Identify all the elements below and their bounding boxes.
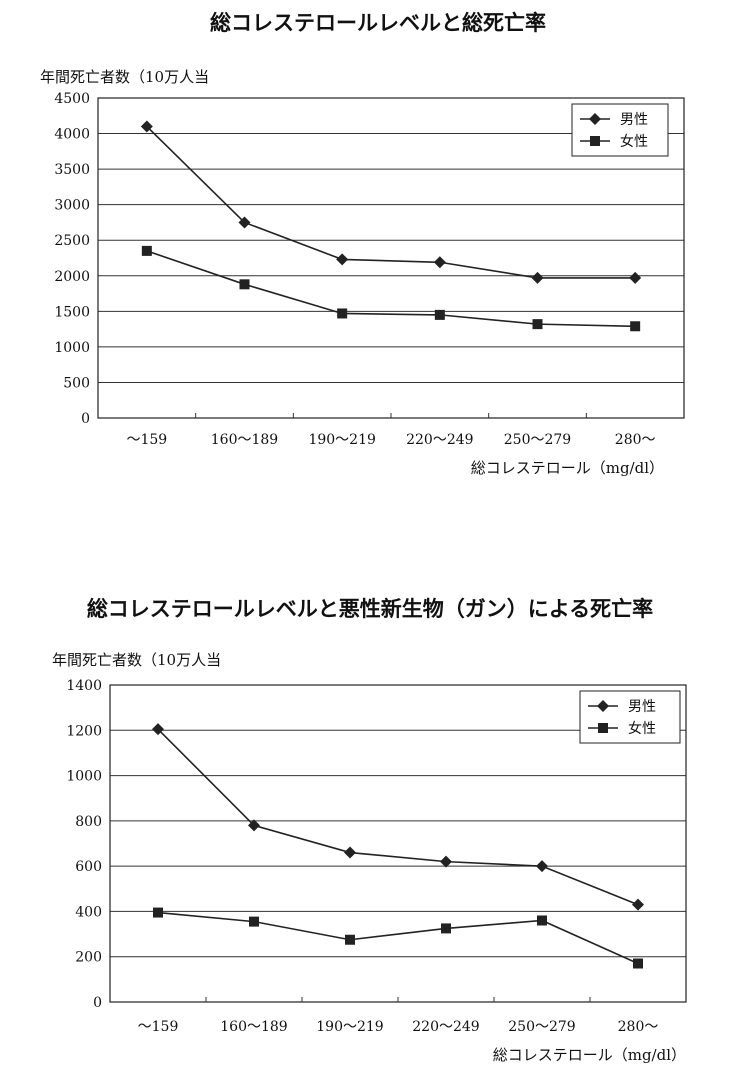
y-tick-label: 4000	[54, 127, 90, 143]
chart-title: 総コレステロールレベルと総死亡率	[210, 11, 546, 35]
data-point	[141, 245, 152, 256]
x-tick-label: 160～189	[211, 432, 278, 448]
y-tick-label: 2500	[54, 233, 90, 249]
legend-label: 女性	[628, 720, 656, 737]
legend-label: 女性	[620, 133, 648, 150]
data-point	[633, 958, 643, 969]
legend-marker	[590, 136, 600, 146]
legend-label: 男性	[620, 112, 648, 128]
x-tick-label: 190～219	[316, 1019, 383, 1035]
data-point	[153, 907, 163, 918]
y-tick-label: 500	[63, 375, 90, 391]
x-tick-label: ～159	[126, 432, 167, 448]
y-tick-label: 1000	[66, 769, 102, 785]
data-point	[433, 256, 446, 269]
x-tick-label: 280～	[618, 1019, 659, 1035]
y-tick-label: 200	[75, 950, 102, 966]
y-tick-label: 1200	[66, 723, 102, 739]
data-point	[140, 120, 153, 133]
data-point	[336, 253, 349, 266]
y-axis-label: 年間死亡者数（10万人当	[40, 68, 209, 86]
series-male	[140, 120, 642, 284]
x-tick-label: 220～249	[412, 1019, 479, 1035]
data-point	[248, 819, 260, 832]
y-tick-label: 3500	[54, 162, 90, 178]
legend-marker	[589, 113, 601, 125]
legend-label: 男性	[628, 699, 656, 715]
series-line	[146, 250, 636, 328]
data-point	[239, 279, 250, 290]
legend-box	[579, 690, 681, 744]
series-male	[152, 723, 644, 911]
legend-marker	[598, 723, 608, 733]
data-point	[632, 898, 644, 911]
series-line	[157, 728, 639, 906]
chart-title: 総コレステロールレベルと悪性新生物（ガン）による死亡率	[87, 597, 653, 621]
x-tick-label: 250～279	[508, 1019, 575, 1035]
data-point	[532, 319, 543, 330]
data-point	[249, 916, 259, 927]
data-point	[629, 271, 642, 284]
y-tick-label: 800	[75, 814, 102, 830]
x-tick-label: 280～	[615, 432, 656, 448]
data-point	[536, 860, 548, 873]
y-tick-label: 0	[81, 411, 90, 427]
y-tick-label: 0	[93, 995, 102, 1011]
legend-box	[571, 103, 669, 157]
data-point	[345, 934, 355, 945]
data-point	[441, 923, 451, 934]
y-tick-label: 400	[75, 904, 102, 920]
series-line	[146, 125, 636, 279]
x-axis-label: 総コレステロール（mg/dl）	[471, 459, 664, 477]
x-tick-label: 160～189	[220, 1019, 287, 1035]
y-tick-label: 600	[75, 859, 102, 875]
series-line	[157, 911, 639, 965]
x-tick-label: 220～249	[406, 432, 473, 448]
y-tick-label: 1400	[66, 678, 102, 694]
y-tick-label: 3000	[54, 198, 90, 214]
y-tick-label: 1000	[54, 340, 90, 356]
series-female	[153, 907, 643, 969]
data-point	[537, 915, 547, 926]
data-point	[440, 855, 452, 868]
series-female	[141, 245, 641, 332]
x-tick-label: 250～279	[504, 432, 571, 448]
x-axis-label: 総コレステロール（mg/dl）	[493, 1046, 686, 1064]
data-point	[344, 846, 356, 859]
x-tick-label: 190～219	[308, 432, 375, 448]
data-point	[238, 216, 251, 229]
y-tick-label: 1500	[54, 304, 90, 320]
y-tick-label: 4500	[54, 91, 90, 107]
legend-marker	[597, 700, 609, 712]
data-point	[337, 308, 348, 319]
data-point	[531, 271, 544, 284]
y-tick-label: 2000	[54, 269, 90, 285]
x-tick-label: ～159	[138, 1019, 179, 1035]
data-point	[630, 321, 641, 332]
data-point	[152, 723, 164, 736]
data-point	[434, 309, 445, 320]
y-axis-label: 年間死亡者数（10万人当	[52, 651, 221, 669]
